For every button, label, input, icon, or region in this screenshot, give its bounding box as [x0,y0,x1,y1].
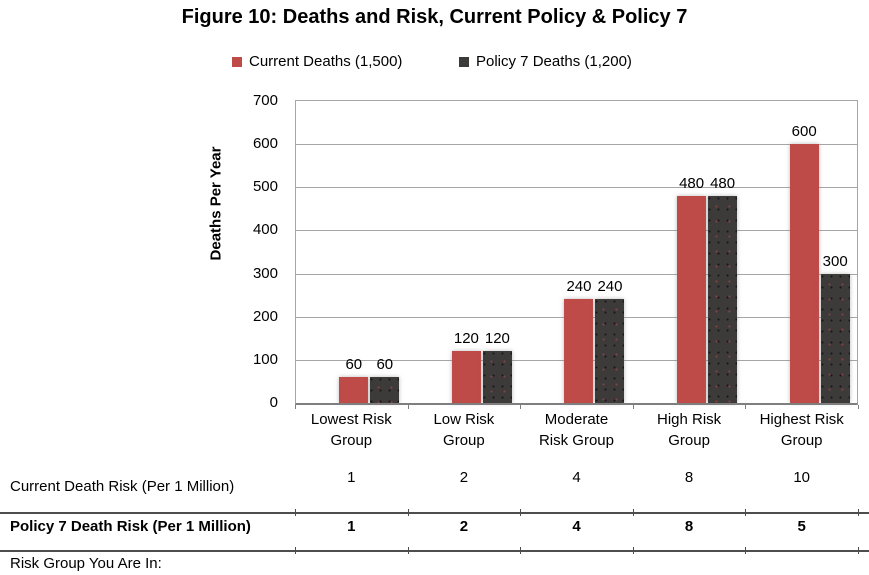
data-label: 240 [566,278,592,296]
gridline [296,144,857,146]
chart-title: Figure 10: Deaths and Risk, Current Poli… [181,6,688,28]
table-cell: 2 [459,469,469,486]
bar-column: 300 [820,252,850,403]
category-label: High Risk Group [657,411,722,449]
data-label: 480 [710,174,736,192]
data-label: 60 [376,356,394,374]
x-axis-tick [858,405,859,409]
data-label: 240 [597,278,623,296]
policy7-deaths-bar [370,377,400,403]
bar-column: 60 [339,356,369,403]
table-divider-tick [632,547,634,554]
table-cell: 5 [797,518,806,535]
data-label: 60 [345,356,363,374]
x-axis-tick [632,405,634,409]
table-divider-tick [858,509,859,516]
category-label: Moderate Risk Group [538,411,614,449]
bar-group: 480 480 [651,101,764,403]
current-deaths-bar [677,195,707,403]
y-axis-title-text: Deaths Per Year [207,146,225,260]
policy7-deaths-bar [708,195,738,403]
table-divider-tick [745,509,747,516]
current-deaths-bar [564,299,594,403]
bar-group: 600 300 [763,101,869,403]
legend-label: Current Deaths (1,500) [249,53,403,70]
current-deaths-bar [339,377,369,403]
table-row-label: Risk Group You Are In: [10,555,162,572]
table-cell: 4 [572,518,581,535]
table-divider [0,512,869,514]
bar-column: 120 [451,330,481,403]
plot-area: 60 60 120 120 240 240 480 480 600 300 [295,100,858,405]
table-divider-tick [745,547,747,554]
policy7-deaths-bar [595,299,625,403]
gridline [296,230,857,232]
y-axis-title: Deaths Per Year [205,98,227,308]
x-axis-tick [295,405,296,409]
bar-column: 600 [789,123,819,403]
bar-column: 480 [708,174,738,403]
table-divider-tick [407,547,409,554]
legend-item: Policy 7 Deaths (1,200) [459,53,632,70]
bar-column: 120 [482,330,512,403]
category-label: Lowest Risk Group [310,411,392,449]
table-cell: 10 [793,469,811,486]
x-axis-tick [745,405,747,409]
y-axis-tick-label: 400 [252,221,278,239]
table-divider-tick [520,509,522,516]
table-divider-tick [295,509,296,516]
y-axis-tick-label: 600 [252,135,278,153]
bar-column: 240 [595,278,625,403]
table-divider-tick [407,509,409,516]
data-label: 300 [822,252,848,270]
current-deaths-bar [789,144,819,403]
y-axis-tick-label: 200 [252,307,278,325]
legend-item: Current Deaths (1,500) [232,53,402,70]
category-label: Highest Risk Group [759,411,844,449]
data-label: 480 [679,174,705,192]
table-cell: 2 [459,518,469,535]
x-axis-tick [407,405,409,409]
table-row-label: Policy 7 Death Risk (Per 1 Million) [10,518,251,535]
table-cell: 1 [347,469,356,486]
policy7-deaths-bar [482,351,512,403]
legend-label: Policy 7 Deaths (1,200) [476,53,632,70]
y-axis-tick-label: 700 [252,92,278,109]
bar-column: 60 [370,356,400,403]
y-axis-tick-label: 500 [252,178,278,196]
current-deaths-swatch-icon [232,56,242,67]
bar-group: 120 120 [426,101,539,403]
data-label: 600 [791,123,817,141]
table-divider [0,550,869,552]
category-label: Low Risk Group [433,411,495,449]
gridline [296,273,857,275]
gridline [296,187,857,189]
bar-group: 240 240 [538,101,651,403]
table-cell: 1 [347,518,356,535]
y-axis-tick-label: 0 [269,394,278,411]
bar-group: 60 60 [313,101,426,403]
table-divider-tick [520,547,522,554]
table-divider-tick [632,509,634,516]
table-row-label: Current Death Risk (Per 1 Million) [10,478,235,495]
data-label: 120 [453,330,479,348]
bar-column: 480 [677,174,707,403]
table-divider-tick [295,547,296,554]
current-deaths-bar [451,351,481,403]
bar-column: 240 [564,278,594,403]
table-cell: 8 [684,469,694,486]
policy7-deaths-bar [820,273,850,403]
data-label: 120 [484,330,510,348]
table-cell: 8 [684,518,694,535]
y-axis-tick-label: 300 [252,264,278,282]
table-divider-tick [858,547,859,554]
table-cell: 4 [572,469,581,486]
policy7-deaths-swatch-icon [459,56,469,67]
y-axis-tick-label: 100 [252,350,278,368]
x-axis-tick [520,405,522,409]
